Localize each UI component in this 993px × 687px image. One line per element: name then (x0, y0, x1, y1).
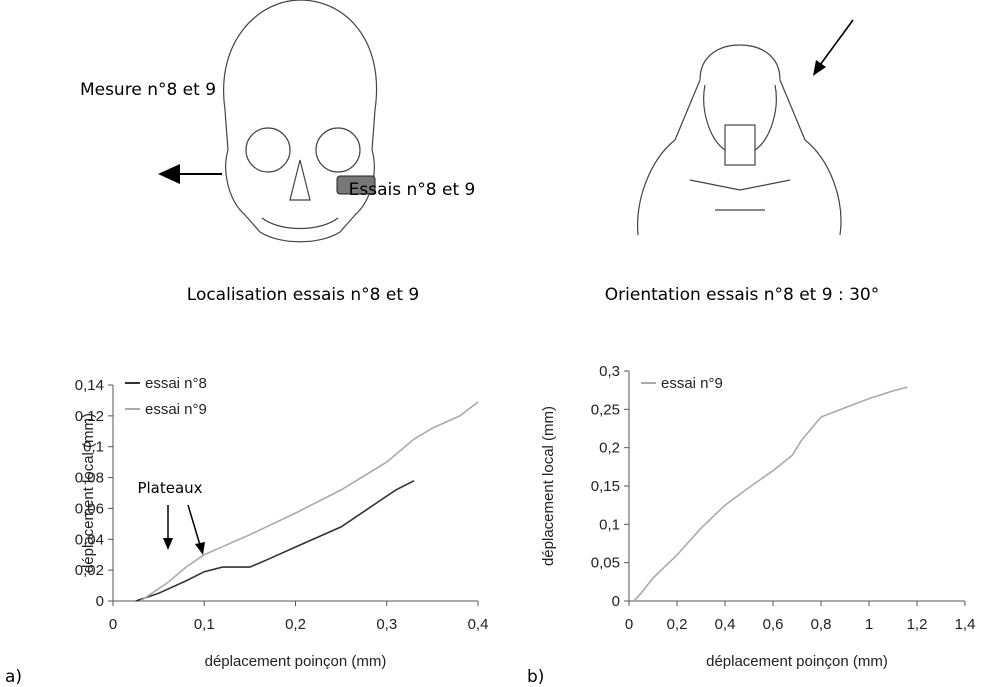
y-tick-label: 0,06 (75, 500, 104, 517)
data-line (135, 479, 415, 602)
y-tick-label: 0,15 (591, 478, 620, 495)
annotation: Plateaux (137, 479, 202, 497)
y-tick-label: 0,2 (599, 440, 620, 457)
y-tick-label: 0,3 (599, 363, 620, 380)
y-tick-label: 0,14 (75, 377, 104, 394)
caption: Orientation essais n°8 et 9 : 30° (605, 285, 879, 305)
data-line (633, 386, 908, 602)
x-tick-label: 0,3 (376, 616, 397, 633)
y-tick-label: 0,04 (75, 531, 104, 548)
y-tick-label: 0,02 (75, 562, 104, 579)
y-tick-label: 0,12 (75, 408, 104, 425)
label: Essais n°8 et 9 (349, 180, 476, 200)
data-line (139, 401, 479, 602)
x-tick-label: 0,2 (285, 616, 306, 633)
y-tick-label: 0,05 (591, 555, 620, 572)
y-tick-label: 0,25 (591, 401, 620, 418)
x-tick-label: 0,4 (468, 616, 489, 633)
y-axis-label: déplacement local (mm) (80, 413, 97, 573)
x-tick-label: 1,2 (907, 616, 928, 633)
panel-label: a) (5, 667, 22, 687)
arrow (187, 504, 201, 546)
y-axis-label: déplacement local (mm) (540, 406, 557, 566)
x-tick-label: 1,4 (955, 616, 976, 633)
legend-label: essai n°9 (661, 375, 723, 392)
caption: Localisation essais n°8 et 9 (187, 285, 419, 305)
legend-label: essai n°8 (145, 375, 207, 392)
y-tick-label: 0 (96, 593, 104, 610)
label: Mesure n°8 et 9 (80, 80, 216, 100)
y-tick-label: 0,08 (75, 470, 104, 487)
legend-label: essai n°9 (145, 401, 207, 418)
x-tick-label: 0 (625, 616, 633, 633)
arrow (195, 542, 205, 555)
x-tick-label: 0,1 (194, 616, 215, 633)
y-tick-label: 0 (612, 593, 620, 610)
x-tick-label: 0,4 (715, 616, 736, 633)
skull-front (158, 0, 377, 243)
x-tick-label: 0 (109, 616, 117, 633)
x-tick-label: 0,6 (763, 616, 784, 633)
y-tick-label: 0,1 (599, 516, 620, 533)
x-tick-label: 0,2 (667, 616, 688, 633)
skull-base (637, 19, 854, 236)
x-axis-label: déplacement poinçon (mm) (706, 653, 888, 670)
x-tick-label: 0,8 (811, 616, 832, 633)
y-tick-label: 0,1 (83, 439, 104, 456)
x-tick-label: 1 (865, 616, 873, 633)
arrow (163, 538, 173, 550)
x-axis-label: déplacement poinçon (mm) (205, 653, 387, 670)
panel-label: b) (527, 667, 544, 687)
